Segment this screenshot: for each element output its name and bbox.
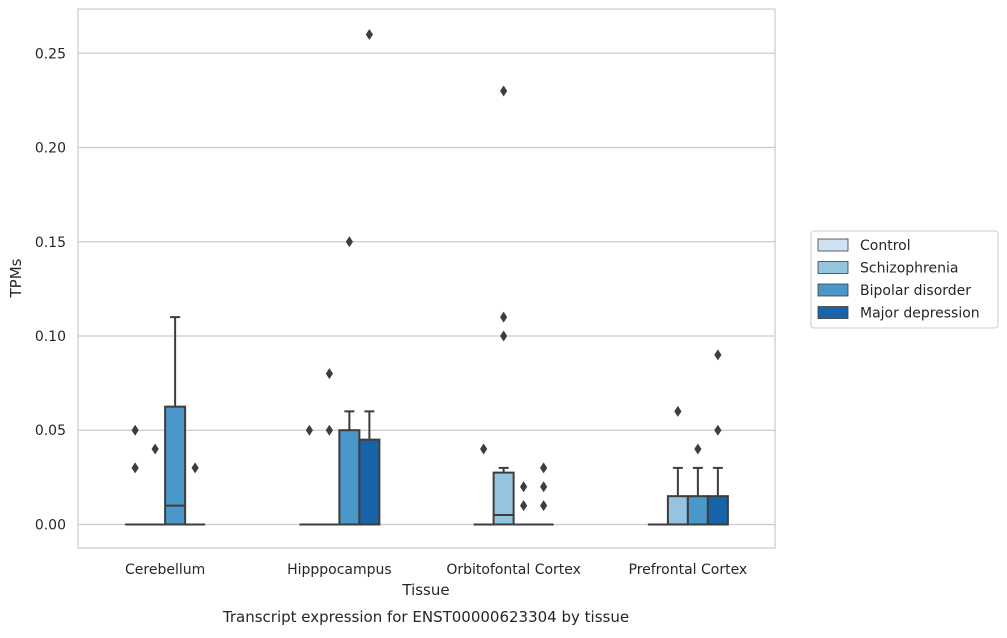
box-group	[533, 462, 554, 526]
y-tick-label: 0.25	[35, 46, 66, 62]
outlier-point	[714, 349, 722, 361]
legend: Control Schizophrenia Bipolar disorder Majo…	[810, 230, 999, 329]
outlier-point	[191, 462, 199, 474]
box-group	[164, 316, 187, 526]
outlier-point	[500, 311, 508, 323]
chart-title: Transcript expression for ENST0000062330…	[222, 608, 629, 626]
box	[338, 429, 361, 526]
x-tick-label: Cerebellum	[125, 562, 205, 578]
outlier-point	[714, 424, 722, 436]
x-axis-label: Tissue	[401, 581, 449, 599]
legend-swatch	[817, 238, 849, 252]
box	[492, 471, 515, 526]
outlier-point	[540, 481, 548, 493]
outlier-point	[345, 236, 353, 248]
legend-label: Bipolar disorder	[860, 283, 971, 299]
outlier-point	[325, 424, 333, 436]
box-group	[338, 236, 361, 526]
box	[686, 495, 709, 526]
outlier-point	[540, 500, 548, 512]
y-axis-label: TPMs	[7, 258, 25, 298]
outlier-point	[365, 28, 373, 40]
box	[666, 495, 689, 526]
x-tick-label: Orbitofontal Cortex	[446, 562, 581, 578]
outlier-point	[500, 85, 508, 97]
legend-label: Schizophrenia	[860, 261, 958, 277]
y-tick-label: 0.20	[35, 141, 66, 157]
box	[164, 405, 187, 526]
outlier-point	[540, 462, 548, 474]
x-tick-labels: Cerebellum Hipppocampus Orbitofontal Corte…	[125, 562, 747, 578]
box-group	[299, 424, 320, 526]
outlier-point	[520, 481, 528, 493]
box-group	[473, 443, 494, 526]
box	[706, 495, 729, 526]
legend-frame	[810, 230, 999, 329]
outlier-point	[480, 443, 488, 455]
y-tick-label: 0.15	[35, 235, 66, 251]
x-tick-label: Hipppocampus	[287, 562, 392, 578]
y-tick-labels: 0.00 0.05 0.10 0.15 0.20 0.25	[35, 46, 66, 533]
y-tick-label: 0.00	[35, 517, 66, 533]
legend-swatch	[817, 306, 849, 319]
box-group	[185, 462, 206, 526]
box-group	[125, 424, 146, 526]
box-group	[319, 368, 340, 526]
outlier-point	[131, 424, 139, 436]
box-group	[492, 85, 515, 526]
box-group	[513, 481, 534, 526]
outlier-point	[694, 443, 702, 455]
outlier-point	[500, 330, 508, 342]
outlier-point	[151, 443, 159, 455]
outlier-point	[520, 500, 528, 512]
box-group	[145, 443, 166, 526]
box	[358, 438, 381, 526]
plot-frame	[77, 8, 776, 549]
legend-label: Major depression	[860, 306, 980, 322]
y-tick-label: 0.05	[35, 423, 66, 439]
x-tick-label: Prefrontal Cortex	[629, 562, 748, 578]
outlier-point	[674, 405, 682, 417]
legend-label: Control	[860, 238, 911, 254]
box-group	[358, 28, 381, 526]
plot-background	[78, 9, 775, 548]
box-group	[666, 405, 689, 526]
legend-swatch	[817, 261, 849, 274]
outlier-point	[325, 368, 333, 380]
outlier-point	[305, 424, 313, 436]
outlier-point	[131, 462, 139, 474]
box-group	[706, 349, 729, 526]
y-tick-label: 0.10	[35, 329, 66, 345]
legend-swatch	[817, 283, 849, 297]
box-plots	[125, 28, 729, 526]
